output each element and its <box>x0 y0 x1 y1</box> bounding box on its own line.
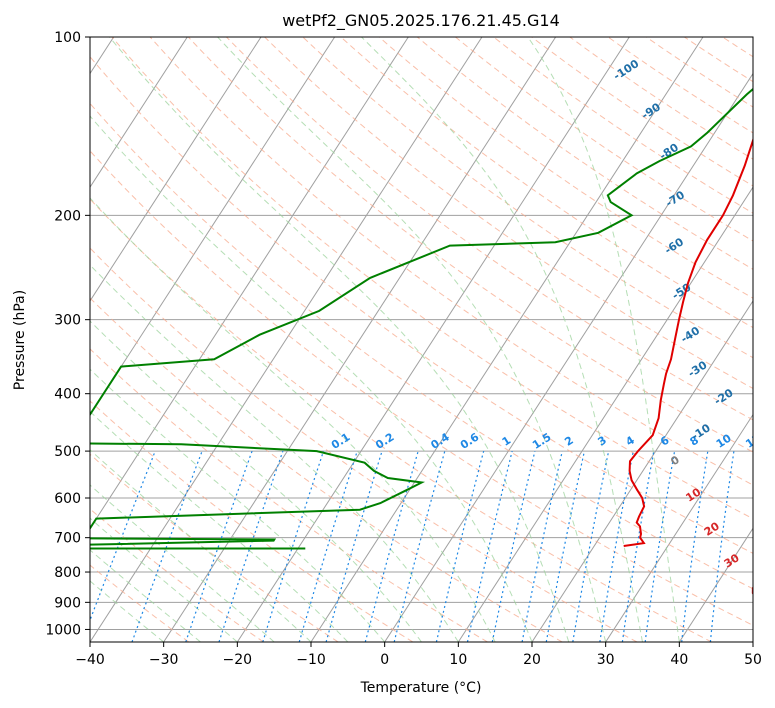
isobar-grid <box>90 37 753 630</box>
x-tick-label: −10 <box>296 652 326 668</box>
dry-adiabat-line <box>226 37 753 421</box>
moist-adiabat-line <box>527 37 680 642</box>
moist-adiabat-line <box>217 37 607 642</box>
mixing-ratio-line <box>185 450 253 642</box>
dry-adiabat-line <box>90 102 753 590</box>
x-tick-label: 0 <box>380 652 389 668</box>
mixing-ratio-line <box>298 450 358 642</box>
moist-adiabat-line <box>90 449 312 642</box>
moist-adiabat-line <box>90 115 533 642</box>
mixing-ratio-line <box>325 450 383 642</box>
plot-frame <box>89 36 754 643</box>
isotherm-line <box>531 299 753 642</box>
moist-adiabat-line <box>90 320 422 642</box>
mixing-ratio-line <box>572 450 610 642</box>
isotherm-line <box>457 186 753 642</box>
isotherm-line <box>236 37 630 642</box>
mixing-ratio-line <box>491 450 536 642</box>
adiabat-label: 40 <box>748 579 768 598</box>
dry-adiabat-line <box>531 37 753 187</box>
y-tick-label: 900 <box>54 595 81 611</box>
dry-adiabat-line <box>569 37 753 160</box>
y-axis-title: Pressure (hPa) <box>12 290 28 390</box>
x-tick-label: −40 <box>75 652 105 668</box>
mixing-ratio-line <box>466 450 513 642</box>
isotherm-line <box>384 72 753 642</box>
dry-adiabat-line <box>111 37 753 520</box>
dry-adiabat-line <box>90 55 753 554</box>
dry-adiabat-line <box>493 37 753 214</box>
mixing-ratio-line <box>131 450 203 642</box>
temperature-line <box>623 137 753 547</box>
dry-adiabat-line <box>90 198 712 642</box>
isotherm-line <box>90 37 188 189</box>
y-tick-label: 200 <box>54 208 81 224</box>
mixing-ratio-label: 13 <box>743 432 763 451</box>
y-tick-label: 300 <box>54 313 81 329</box>
y-tick-label: 100 <box>54 30 81 46</box>
chart-title: wetPf2_GN05.2025.176.21.45.G14 <box>282 11 560 31</box>
dry-adiabat-line <box>264 37 753 390</box>
x-axis-title: Temperature (°C) <box>360 680 482 696</box>
isotherm-line <box>90 37 336 416</box>
y-tick-label: 1000 <box>45 622 81 638</box>
isotherm-line <box>90 37 262 302</box>
mixing-ratio-line <box>545 450 585 642</box>
moist-adiabat-line <box>90 410 349 642</box>
y-tick-label: 400 <box>54 387 81 403</box>
x-tick-label: 10 <box>449 652 467 668</box>
x-tick-label: 40 <box>670 652 688 668</box>
x-tick-label: −20 <box>223 652 253 668</box>
dry-adiabat-line <box>90 150 753 626</box>
mixing-ratio-line <box>435 450 485 642</box>
isotherm-line <box>678 527 753 642</box>
moist-adiabat-line <box>361 37 643 642</box>
moist-adiabat-line <box>109 37 570 642</box>
mixing-ratio-line <box>262 450 325 642</box>
x-tick-label: −30 <box>149 652 179 668</box>
isotherm-line <box>90 37 409 530</box>
mixing-ratio-lines <box>90 450 735 642</box>
y-tick-label: 700 <box>54 531 81 547</box>
mixing-ratio-line <box>521 450 563 642</box>
y-tick-label: 600 <box>54 491 81 507</box>
moist-adiabat-line <box>90 580 165 642</box>
mixing-ratio-line <box>90 450 156 622</box>
y-tick-label: 500 <box>54 444 81 460</box>
mixing-ratio-line <box>364 450 419 642</box>
x-axis: −40 −30 −20 −10 0 10 20 30 40 50 <box>75 642 762 668</box>
moist-adiabats <box>90 37 680 642</box>
mixing-ratio-line <box>393 450 446 642</box>
dry-adiabat-line <box>90 508 264 642</box>
dewpoint-line <box>90 87 753 550</box>
dry-adiabat-line <box>90 297 563 642</box>
moist-adiabat-line <box>90 368 386 642</box>
mixing-ratio-line <box>218 450 284 642</box>
x-tick-label: 50 <box>744 652 762 668</box>
dry-adiabat-line <box>90 247 638 642</box>
dry-adiabat-line <box>302 37 753 359</box>
x-tick-label: 30 <box>597 652 615 668</box>
x-tick-label: 20 <box>523 652 541 668</box>
y-axis: 1000 900 800 700 600 500 400 300 200 100 <box>45 30 90 638</box>
y-tick-label: 800 <box>54 565 81 581</box>
isotherm-line <box>605 413 753 642</box>
